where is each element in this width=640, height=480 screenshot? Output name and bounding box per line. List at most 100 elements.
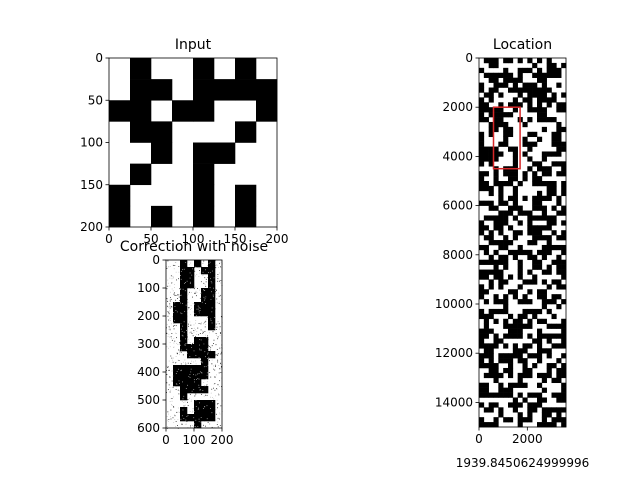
noise-pixel: [203, 391, 205, 393]
noise-pixel: [175, 325, 177, 327]
noise-pixel: [209, 272, 211, 274]
image-cell: [488, 200, 494, 206]
image-cell: [546, 225, 552, 231]
noise-pixel: [200, 362, 202, 364]
image-cell: [527, 308, 533, 315]
noise-pixel: [204, 283, 206, 285]
image-cell: [498, 387, 504, 393]
noise-pixel: [196, 308, 198, 310]
noise-pixel: [186, 416, 188, 417]
image-cell: [541, 195, 547, 201]
noise-pixel: [194, 369, 195, 371]
image-cell: [503, 210, 509, 216]
image-cell: [187, 351, 195, 359]
noise-pixel: [184, 290, 186, 292]
noise-pixel: [214, 389, 216, 391]
noise-pixel: [220, 372, 222, 373]
image-cell: [483, 382, 489, 388]
image-cell: [537, 112, 543, 118]
image-cell: [493, 107, 499, 113]
noise-pixel: [182, 398, 184, 400]
image-cell: [546, 412, 552, 418]
image-cell: [541, 225, 547, 231]
image-cell: [479, 294, 485, 300]
noise-pixel: [182, 285, 184, 287]
noise-pixel: [206, 318, 208, 320]
image-cell: [488, 422, 494, 428]
noise-pixel: [174, 320, 176, 322]
image-cell: [479, 156, 485, 162]
image-cell: [551, 343, 557, 349]
image-cell: [561, 220, 567, 226]
image-cell: [537, 402, 543, 408]
noise-pixel: [220, 299, 222, 300]
image-cell: [556, 397, 562, 403]
noise-pixel: [181, 372, 183, 374]
image-cell: [512, 348, 518, 354]
image-cell: [479, 289, 485, 295]
image-cell: [512, 146, 518, 152]
image-cell: [551, 92, 557, 98]
noise-pixel: [211, 276, 212, 278]
image-cell: [479, 230, 485, 236]
noise-pixel: [173, 268, 175, 270]
image-cell: [488, 62, 494, 69]
noise-pixel: [170, 389, 172, 391]
image-cell: [517, 205, 523, 211]
image-cell: [551, 190, 557, 197]
image-cell: [493, 343, 499, 349]
image-cell: [493, 77, 499, 83]
noise-pixel: [180, 370, 182, 372]
image-cell: [541, 87, 547, 93]
noise-pixel: [205, 281, 207, 283]
image-cell: [498, 284, 504, 290]
noise-pixel: [199, 339, 201, 341]
image-cell: [517, 323, 523, 329]
noise-pixel: [167, 366, 169, 368]
noise-pixel: [220, 351, 222, 353]
noise-pixel: [181, 380, 183, 382]
image-cell: [527, 353, 533, 359]
noise-pixel: [219, 386, 220, 388]
noise-pixel: [219, 301, 221, 303]
image-cell: [194, 344, 202, 352]
noise-pixel: [190, 324, 192, 326]
noise-pixel: [169, 277, 171, 279]
noise-pixel: [220, 361, 221, 363]
image-cell: [561, 166, 567, 172]
noise-pixel: [179, 304, 181, 305]
noise-pixel: [190, 371, 192, 373]
image-cell: [488, 392, 494, 398]
image-cell: [193, 184, 215, 207]
image-cell: [517, 402, 523, 408]
image-cell: [483, 107, 489, 113]
noise-pixel: [188, 351, 190, 353]
noise-pixel: [175, 310, 177, 311]
noise-pixel: [166, 346, 168, 348]
noise-pixel: [217, 321, 219, 323]
image-cell: [256, 100, 278, 122]
noise-pixel: [208, 356, 210, 358]
noise-pixel: [173, 383, 175, 385]
image-cell: [193, 163, 215, 186]
image-cell: [508, 210, 514, 216]
noise-pixel: [184, 423, 186, 425]
image-cell: [541, 117, 547, 123]
image-cell: [503, 112, 509, 118]
noise-pixel: [170, 409, 172, 411]
noise-pixel: [220, 358, 222, 360]
noise-pixel: [173, 276, 174, 278]
noise-pixel: [178, 343, 180, 345]
image-cell: [517, 67, 523, 74]
noise-pixel: [171, 278, 173, 280]
image-cell: [522, 141, 528, 147]
y-tick-label: 0: [152, 253, 160, 267]
image-cell: [546, 151, 552, 157]
noise-pixel: [180, 270, 182, 272]
noise-pixel: [203, 364, 205, 366]
noise-pixel: [176, 302, 178, 304]
noise-pixel: [207, 358, 208, 359]
noise-pixel: [218, 412, 220, 414]
noise-pixel: [217, 353, 219, 355]
image-cell: [503, 353, 509, 359]
